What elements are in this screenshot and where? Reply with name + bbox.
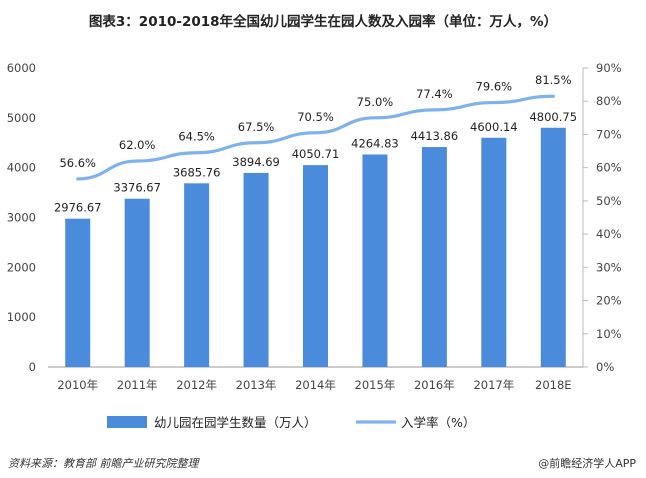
right-axis-tick-label: 60% bbox=[596, 161, 622, 175]
bar-value-label: 4600.14 bbox=[470, 120, 518, 134]
left-axis-tick-label: 1000 bbox=[7, 310, 36, 324]
rate-value-label: 75.0% bbox=[357, 95, 394, 109]
bar bbox=[184, 183, 210, 367]
x-axis-tick-label: 2013年 bbox=[236, 378, 277, 392]
chart-title: 图表3：2010-2018年全国幼儿园学生在园人数及入园率（单位：万人，%） bbox=[88, 14, 558, 30]
right-axis-tick-label: 40% bbox=[596, 227, 622, 241]
bar-value-labels: 2976.67 3376.67 3685.76 3894.69 4050.71 4264.… bbox=[54, 110, 577, 215]
rate-value-label: 67.5% bbox=[238, 120, 275, 134]
right-axis-tick-label: 90% bbox=[596, 61, 622, 75]
bar bbox=[481, 137, 507, 367]
rate-value-label: 64.5% bbox=[178, 130, 215, 144]
rate-value-label: 62.0% bbox=[119, 138, 156, 152]
x-axis-tick-label: 2017年 bbox=[473, 378, 514, 392]
rate-value-label: 77.4% bbox=[416, 87, 453, 101]
axes: 0 1000 2000 3000 4000 5000 6000 0% 10% 20% 30% 40% 5… bbox=[7, 61, 622, 374]
right-axis-tick-label: 50% bbox=[596, 194, 622, 208]
x-axis-tick-label: 2012年 bbox=[176, 378, 217, 392]
bar bbox=[362, 154, 388, 367]
left-axis-tick-label: 4000 bbox=[7, 161, 36, 175]
right-axis-tick-label: 0% bbox=[596, 360, 614, 374]
bar-value-label: 4264.83 bbox=[351, 136, 399, 150]
bar-value-label: 4050.71 bbox=[292, 147, 340, 161]
rate-value-labels: 56.6% 62.0% 64.5% 67.5% 70.5% 75.0% 77.4% 79.6%… bbox=[59, 73, 571, 170]
brand-note: @前瞻经济学人APP bbox=[538, 457, 636, 470]
x-axis-tick-label: 2016年 bbox=[414, 378, 455, 392]
bar bbox=[540, 127, 566, 367]
bar bbox=[303, 165, 328, 367]
x-axis-tick-label: 2018E bbox=[535, 378, 572, 392]
bar-value-label: 3685.76 bbox=[173, 165, 221, 179]
left-axis-tick-label: 3000 bbox=[7, 211, 36, 225]
left-axis-tick-label: 2000 bbox=[7, 260, 36, 274]
x-axis-tick-label: 2010年 bbox=[57, 378, 98, 392]
rate-value-label: 79.6% bbox=[476, 80, 513, 94]
right-axis-tick-label: 80% bbox=[596, 94, 622, 108]
x-axis-ticks: 2010年 2011年 2012年 2013年 2014年 2015年 2016年 2017年… bbox=[57, 378, 571, 392]
rate-value-label: 81.5% bbox=[535, 73, 572, 87]
bar bbox=[421, 147, 447, 367]
bar bbox=[243, 172, 269, 367]
legend-bar-swatch bbox=[107, 416, 147, 428]
legend: 幼儿园在园学生数量（万人） 入学率（%） bbox=[107, 415, 475, 430]
bar-value-label: 4800.75 bbox=[529, 110, 577, 124]
right-axis-tick-label: 30% bbox=[596, 260, 622, 274]
left-axis-tick-label: 6000 bbox=[7, 61, 36, 75]
bar bbox=[65, 218, 91, 367]
rate-line-series bbox=[76, 94, 555, 181]
legend-line-label: 入学率（%） bbox=[401, 415, 475, 430]
bar-value-label: 4413.86 bbox=[411, 129, 459, 143]
right-axis-tick-label: 70% bbox=[596, 127, 622, 141]
left-axis-tick-label: 5000 bbox=[7, 111, 36, 125]
bar-value-label: 3376.67 bbox=[113, 181, 161, 195]
left-axis-tick-label: 0 bbox=[29, 360, 36, 374]
right-axis-tick-label: 10% bbox=[596, 327, 622, 341]
bar-value-label: 2976.67 bbox=[54, 201, 102, 215]
x-axis-tick-label: 2015年 bbox=[355, 378, 396, 392]
rate-value-label: 70.5% bbox=[297, 110, 334, 124]
rate-value-label: 56.6% bbox=[59, 156, 96, 170]
rate-line bbox=[76, 94, 555, 181]
right-axis-tick-label: 20% bbox=[596, 294, 622, 308]
x-axis-tick-label: 2014年 bbox=[295, 378, 336, 392]
source-note: 资料来源：教育部 前瞻产业研究院整理 bbox=[8, 457, 199, 470]
x-axis-tick-label: 2011年 bbox=[117, 378, 158, 392]
legend-bar-label: 幼儿园在园学生数量（万人） bbox=[154, 415, 317, 430]
bar-series bbox=[65, 127, 566, 367]
bar-value-label: 3894.69 bbox=[232, 155, 280, 169]
bar bbox=[124, 198, 150, 367]
